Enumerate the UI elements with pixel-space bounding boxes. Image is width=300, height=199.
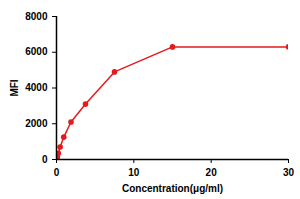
- svg-text:MFI: MFI: [9, 79, 20, 96]
- svg-text:4000: 4000: [25, 82, 48, 93]
- svg-text:20: 20: [206, 167, 218, 178]
- svg-text:6000: 6000: [25, 46, 48, 57]
- svg-text:0: 0: [54, 167, 60, 178]
- svg-text:30: 30: [283, 167, 295, 178]
- svg-text:10: 10: [128, 167, 140, 178]
- svg-text:0: 0: [42, 154, 48, 165]
- svg-text:2000: 2000: [25, 118, 48, 129]
- svg-text:Concentration(μg/ml): Concentration(μg/ml): [122, 183, 223, 194]
- svg-text:8000: 8000: [25, 11, 48, 22]
